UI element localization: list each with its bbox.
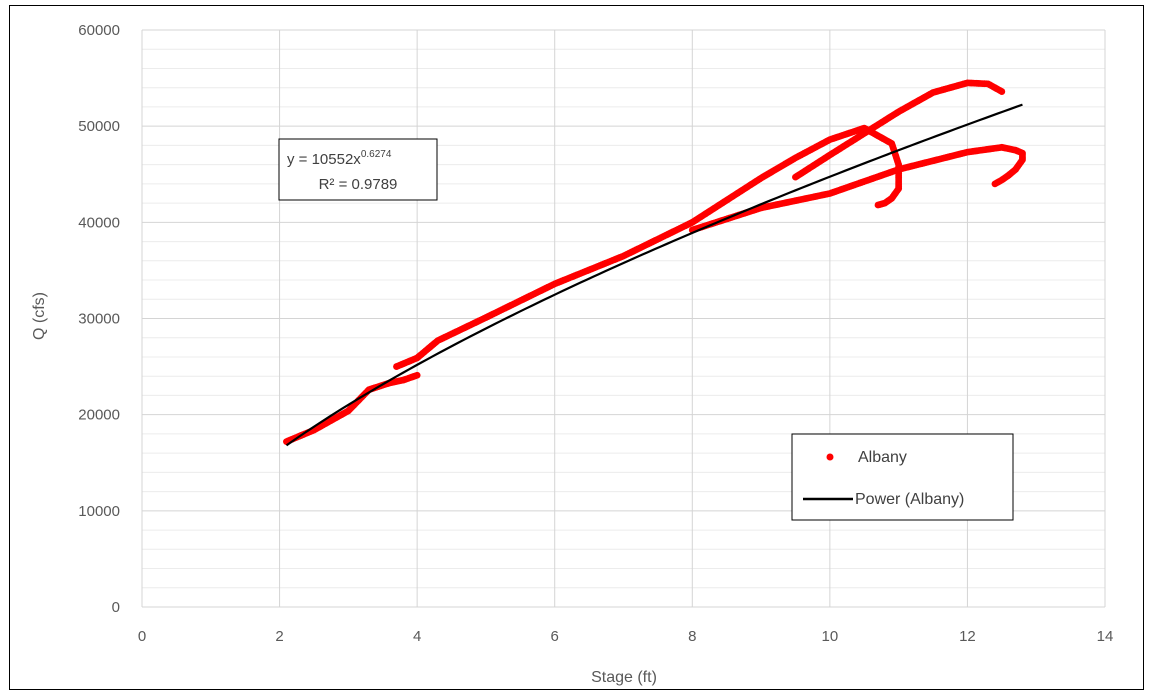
trend-equation: y = 10552x0.6274: [287, 149, 392, 168]
y-axis-title: Q (cfs): [31, 292, 48, 340]
r-squared: R² = 0.9789: [319, 176, 398, 193]
data-point: [991, 180, 999, 188]
x-tick-label: 0: [138, 628, 146, 645]
y-tick-labels: 0 10000 20000 30000 40000 50000 60000: [78, 22, 120, 616]
legend: Albany Power (Albany): [791, 433, 1014, 521]
equation-box: y = 10552x0.6274 R² = 0.9789: [278, 138, 438, 201]
legend-border: [791, 433, 1014, 521]
power-trendline: [285, 103, 1023, 447]
y-tick-label: 40000: [78, 214, 120, 231]
x-axis-title: Stage (ft): [591, 669, 657, 686]
x-tick-label: 10: [822, 628, 839, 645]
y-tick-label: 60000: [78, 22, 120, 39]
x-tick-label: 12: [959, 628, 976, 645]
chart-frame: [9, 5, 1144, 690]
legend-label-power: Power (Albany): [855, 491, 964, 508]
x-tick-label: 6: [551, 628, 559, 645]
legend-label-albany: Albany: [858, 449, 907, 466]
data-point: [413, 371, 421, 379]
legend-marker-albany: [826, 453, 834, 461]
x-tick-label: 4: [413, 628, 421, 645]
data-point: [874, 201, 882, 209]
equation-exponent: 0.6274: [361, 149, 392, 160]
y-tick-label: 20000: [78, 407, 120, 424]
x-tick-label: 8: [688, 628, 696, 645]
x-tick-label: 2: [275, 628, 283, 645]
equation-box-border: [278, 138, 438, 201]
data-point: [998, 88, 1006, 95]
albany-points: [283, 79, 1026, 445]
x-tick-labels: 0 2 4 6 8 10 12 14: [138, 628, 1114, 645]
y-tick-label: 30000: [78, 311, 120, 328]
x-tick-label: 14: [1097, 628, 1114, 645]
equation-base: y = 10552x: [287, 151, 361, 168]
y-tick-label: 0: [112, 599, 120, 616]
y-tick-label: 50000: [78, 118, 120, 135]
y-tick-label: 10000: [78, 503, 120, 520]
